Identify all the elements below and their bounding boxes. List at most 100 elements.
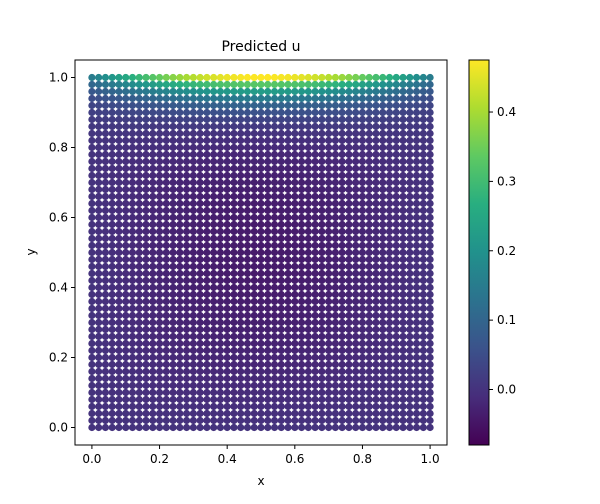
colorbar-tick-label: 0.4 (497, 105, 516, 119)
scatter-point (88, 409, 96, 418)
scatter-point (88, 276, 96, 285)
scatter-point (122, 143, 130, 152)
scatter-point (358, 220, 367, 229)
scatter-point (365, 150, 373, 159)
scatter-point (264, 241, 272, 250)
scatter-point (169, 115, 177, 124)
scatter-point (284, 262, 292, 271)
scatter-point (325, 101, 333, 110)
scatter-point (385, 423, 394, 432)
scatter-point (183, 423, 191, 432)
scatter-point (311, 150, 319, 159)
scatter-point (264, 395, 272, 404)
scatter-point (284, 94, 292, 103)
scatter-point (338, 227, 346, 236)
scatter-point (297, 402, 306, 411)
scatter-point (291, 318, 299, 327)
scatter-point (277, 248, 285, 257)
scatter-point (162, 297, 170, 306)
scatter-point (203, 178, 211, 187)
scatter-point (230, 115, 238, 124)
scatter-point (243, 416, 252, 425)
scatter-point (419, 416, 427, 425)
scatter-point (338, 185, 346, 194)
scatter-point (196, 360, 204, 369)
scatter-point (264, 87, 272, 96)
scatter-point (270, 87, 279, 96)
scatter-point (297, 171, 306, 180)
scatter-point (237, 360, 245, 369)
scatter-point (155, 178, 164, 187)
scatter-point (203, 332, 211, 341)
scatter-point (358, 297, 367, 306)
scatter-point (216, 108, 225, 117)
scatter-point (284, 129, 292, 138)
scatter-point (115, 409, 123, 418)
scatter-point (291, 353, 299, 362)
scatter-point (385, 283, 394, 292)
scatter-point (216, 122, 225, 131)
scatter-point (406, 150, 414, 159)
scatter-point (291, 423, 299, 432)
scatter-point (115, 262, 123, 271)
scatter-point (135, 332, 143, 341)
scatter-point (189, 311, 197, 320)
scatter-point (284, 122, 292, 131)
scatter-point (358, 416, 367, 425)
scatter-point (399, 416, 407, 425)
scatter-point (311, 367, 319, 376)
scatter-point (399, 108, 407, 117)
scatter-point (392, 73, 400, 82)
scatter-point (331, 374, 339, 383)
scatter-point (406, 360, 414, 369)
scatter-point (392, 213, 400, 222)
scatter-point (311, 374, 319, 383)
scatter-point (135, 122, 143, 131)
scatter-point (183, 395, 191, 404)
scatter-point (270, 241, 279, 250)
scatter-point (304, 101, 312, 110)
y-tick-label: 0.2 (49, 351, 68, 365)
scatter-point (331, 283, 339, 292)
scatter-point (216, 276, 225, 285)
scatter-point (284, 108, 292, 117)
scatter-point (115, 332, 123, 341)
scatter-point (122, 164, 130, 173)
scatter-point (331, 73, 339, 82)
scatter-point (358, 423, 367, 432)
scatter-point (108, 206, 116, 215)
scatter-point (230, 80, 238, 89)
scatter-point (345, 276, 353, 285)
scatter-point (406, 220, 414, 229)
scatter-point (189, 234, 197, 243)
scatter-point (365, 136, 373, 145)
scatter-point (385, 346, 394, 355)
scatter-point (284, 213, 292, 222)
scatter-point (419, 248, 427, 257)
scatter-point (189, 283, 197, 292)
scatter-point (277, 192, 285, 201)
scatter-point (88, 325, 96, 334)
scatter-point (372, 395, 380, 404)
scatter-point (291, 409, 299, 418)
scatter-point (270, 388, 279, 397)
x-axis: 0.0 0.2 0.4 0.6 0.8 1.0 (82, 445, 440, 466)
scatter-point (412, 136, 421, 145)
scatter-point (365, 416, 373, 425)
scatter-point (196, 241, 204, 250)
scatter-point (216, 129, 225, 138)
scatter-point (318, 101, 326, 110)
scatter-point (203, 409, 211, 418)
scatter-point (230, 234, 238, 243)
scatter-point (284, 192, 292, 201)
scatter-point (325, 115, 333, 124)
scatter-point (352, 255, 360, 264)
scatter-point (304, 381, 312, 390)
scatter-point (149, 73, 157, 82)
scatter-point (95, 178, 103, 187)
scatter-point (189, 304, 197, 313)
scatter-point (419, 192, 427, 201)
scatter-point (352, 115, 360, 124)
scatter-point (365, 220, 373, 229)
scatter-point (250, 199, 258, 208)
